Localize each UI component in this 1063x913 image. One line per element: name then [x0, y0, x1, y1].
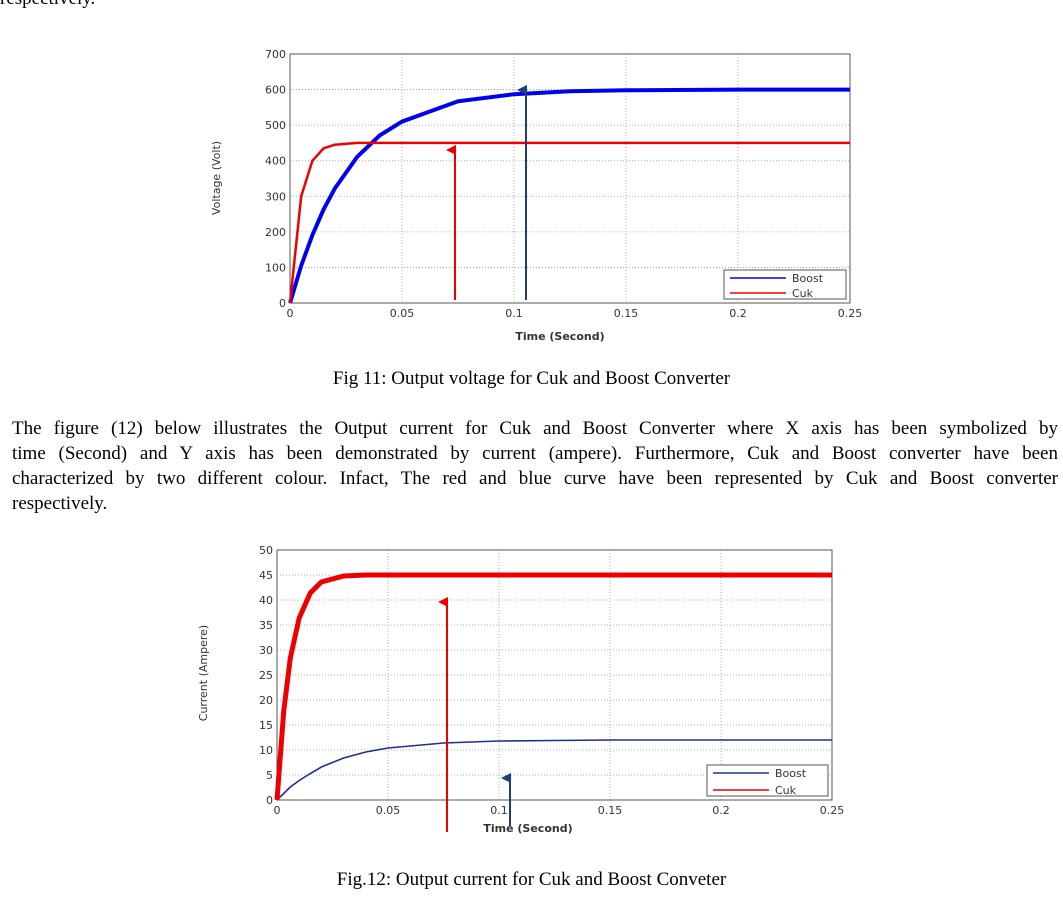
paragraph-line: characterized by two different colour. I… [12, 468, 1058, 489]
y-axis-label: Voltage (Volt) [210, 141, 223, 215]
series-line [288, 141, 850, 304]
legend-box [706, 764, 829, 797]
y-tick-label: 500 [265, 119, 286, 132]
y-tick-label: 400 [265, 155, 286, 168]
x-tick-label: 0.1 [505, 307, 523, 320]
y-tick-label: 45 [259, 569, 273, 582]
y-tick-label: 0 [266, 794, 273, 807]
x-tick-label: 0.15 [614, 307, 639, 320]
x-tick-label: 0.1 [490, 804, 508, 817]
y-tick-label: 200 [265, 226, 286, 239]
x-tick-label: 0.05 [376, 804, 401, 817]
legend-box [723, 269, 847, 300]
x-tick-label: 0.2 [712, 804, 730, 817]
y-tick-label: 10 [259, 744, 273, 757]
y-tick-label: 300 [265, 190, 286, 203]
caption: Fig.12: Output current for Cuk and Boost… [336, 869, 727, 890]
x-tick-label: 0.15 [598, 804, 623, 817]
y-tick-label: 5 [266, 769, 273, 782]
x-tick-label: 0.2 [729, 307, 747, 320]
plot-area [290, 54, 850, 303]
x-tick-label: 0.25 [838, 307, 863, 320]
y-tick-label: 20 [259, 694, 273, 707]
plot-frame [276, 549, 833, 801]
y-tick-label: 15 [259, 719, 273, 732]
y-tick-label: 700 [265, 48, 286, 61]
series-line [288, 87, 850, 304]
y-tick-label: 0 [279, 297, 286, 310]
x-axis-label: Time (Second) [483, 822, 572, 835]
x-tick-label: 0 [274, 804, 281, 817]
y-tick-label: 600 [265, 84, 286, 97]
legend-label: Cuk [792, 287, 814, 300]
legend-label: Cuk [775, 784, 797, 797]
x-tick-label: 0.05 [390, 307, 415, 320]
paragraph-line: The figure (12) below illustrates the Ou… [12, 418, 1058, 439]
y-tick-label: 40 [259, 594, 273, 607]
x-tick-label: 0.25 [820, 804, 845, 817]
y-tick-label: 35 [259, 619, 273, 632]
y-tick-label: 100 [265, 261, 286, 274]
series-line [274, 572, 832, 801]
paragraph-line: time (Second) and Y axis has been demons… [12, 443, 1058, 464]
legend-label: Boost [792, 272, 824, 285]
plot-frame [289, 53, 851, 304]
top-text: respectively. [0, 0, 95, 10]
series-line [276, 739, 832, 801]
y-tick-label: 30 [259, 644, 273, 657]
y-axis-label: Current (Ampere) [197, 625, 210, 721]
y-tick-label: 50 [259, 544, 273, 557]
caption: Fig 11: Output voltage for Cuk and Boost… [332, 368, 731, 389]
x-tick-label: 0 [287, 307, 294, 320]
annotation-arrows [438, 85, 527, 832]
x-axis-label: Time (Second) [515, 330, 604, 343]
y-tick-label: 25 [259, 669, 273, 682]
paragraph-line: respectively. [12, 493, 108, 514]
legend-label: Boost [775, 767, 807, 780]
